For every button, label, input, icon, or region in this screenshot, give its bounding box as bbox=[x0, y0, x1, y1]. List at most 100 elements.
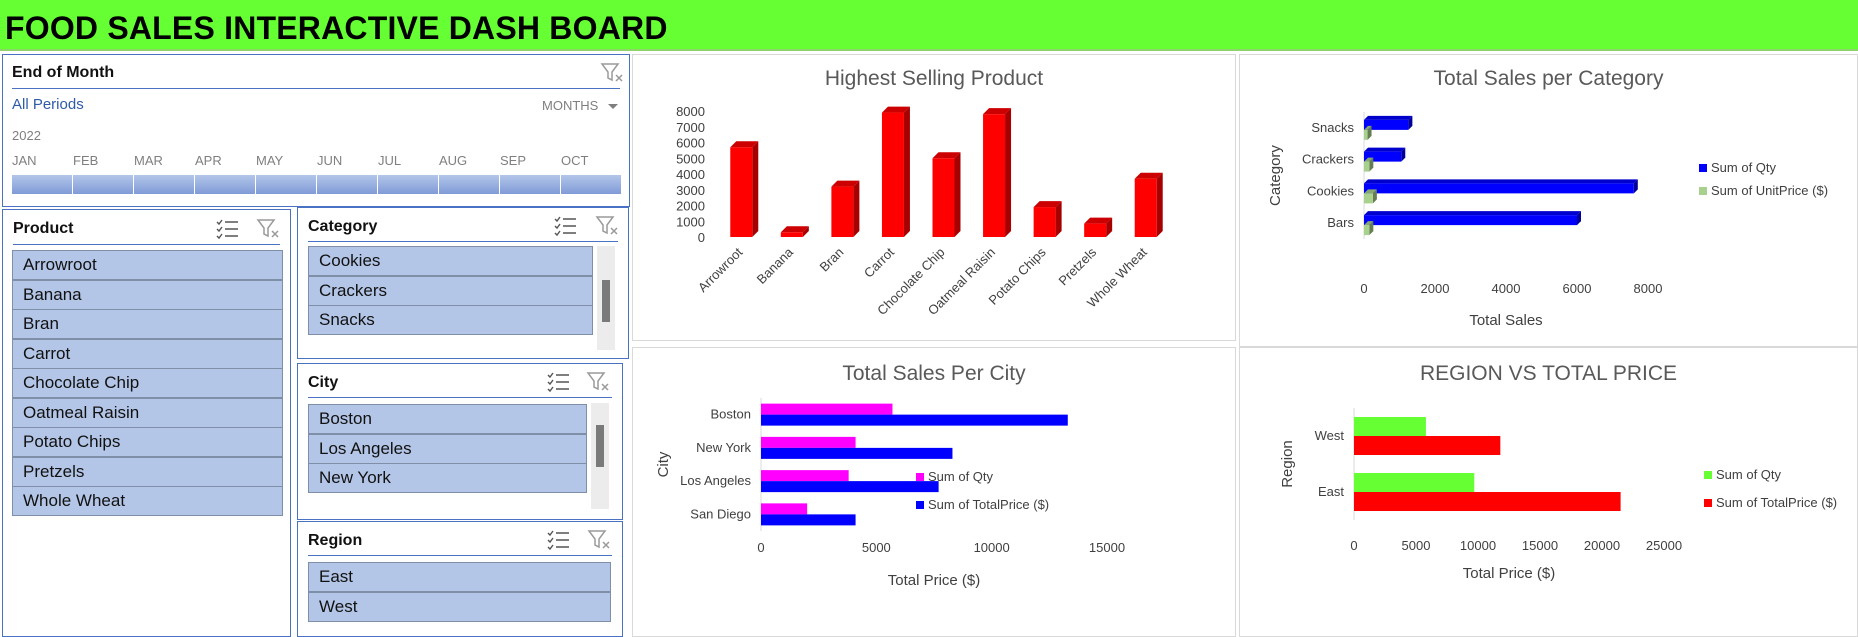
legend-swatch bbox=[1704, 471, 1712, 479]
bar-side bbox=[1633, 179, 1638, 194]
slicer-item-west[interactable]: West bbox=[308, 591, 611, 622]
bar bbox=[1354, 492, 1621, 511]
x-axis-label: Total Price ($) bbox=[888, 572, 981, 589]
city-slicer[interactable]: City Boston Los Angeles New York bbox=[297, 363, 623, 520]
legend-swatch bbox=[1699, 164, 1707, 172]
timeline-slicer[interactable]: End of Month All Periods MONTHS 2022 JAN… bbox=[2, 54, 630, 207]
clear-filter-icon[interactable] bbox=[255, 217, 281, 241]
timeline-month-cell[interactable] bbox=[134, 175, 195, 194]
legend-label: Sum of Qty bbox=[928, 469, 994, 484]
clear-filter-icon[interactable] bbox=[585, 370, 611, 394]
region-slicer[interactable]: Region East West bbox=[297, 521, 623, 637]
category-slicer-header: Category bbox=[308, 218, 378, 235]
clear-filter-icon[interactable] bbox=[594, 214, 620, 238]
slicer-item-east[interactable]: East bbox=[308, 562, 611, 592]
slicer-item-potato-chips[interactable]: Potato Chips bbox=[12, 427, 283, 457]
x-tick-label: 15000 bbox=[1089, 540, 1125, 555]
timeline-month-label[interactable]: JUL bbox=[378, 153, 402, 168]
city-scrollbar[interactable] bbox=[591, 403, 609, 509]
slicer-item-banana[interactable]: Banana bbox=[12, 279, 283, 310]
y-tick-label: West bbox=[1315, 428, 1345, 443]
y-tick-label: 0 bbox=[698, 230, 705, 245]
timeline-month-cell[interactable] bbox=[378, 175, 439, 194]
timeline-month-label[interactable]: AUG bbox=[439, 153, 468, 168]
bar bbox=[761, 481, 939, 493]
bar-side bbox=[752, 141, 759, 237]
timeline-selection[interactable]: All Periods bbox=[12, 96, 84, 113]
timeline-month-label[interactable]: JAN bbox=[12, 153, 37, 168]
multi-select-icon[interactable] bbox=[553, 214, 579, 238]
slicer-item-chocolate-chip[interactable]: Chocolate Chip bbox=[12, 368, 283, 398]
category-slicer[interactable]: Category Cookies Crackers Snacks bbox=[297, 207, 629, 359]
timeline-month-cell[interactable] bbox=[12, 175, 73, 194]
x-tick-label: Banana bbox=[754, 244, 797, 287]
slicer-item-cookies[interactable]: Cookies bbox=[308, 246, 593, 276]
y-tick-label: Los Angeles bbox=[680, 473, 751, 488]
bar-top bbox=[1364, 221, 1374, 226]
y-tick-label: 4000 bbox=[676, 167, 705, 182]
slicer-item-los-angeles[interactable]: Los Angeles bbox=[308, 433, 587, 464]
bar-side bbox=[1408, 115, 1413, 130]
slicer-item-crackers[interactable]: Crackers bbox=[308, 275, 593, 306]
legend-label: Sum of TotalPrice ($) bbox=[1716, 495, 1837, 510]
timeline-level-label: MONTHS bbox=[542, 98, 599, 113]
clear-filter-icon[interactable] bbox=[599, 61, 625, 85]
bar bbox=[1084, 223, 1107, 237]
bar-top bbox=[1364, 157, 1374, 162]
timeline-month-label[interactable]: APR bbox=[195, 153, 222, 168]
bar-side bbox=[1372, 189, 1377, 204]
bar bbox=[761, 514, 856, 526]
bar bbox=[761, 403, 893, 415]
multi-select-icon[interactable] bbox=[546, 528, 572, 552]
timeline-month-cell[interactable] bbox=[195, 175, 256, 194]
category-scrollbar[interactable] bbox=[597, 246, 615, 350]
y-tick-label: East bbox=[1318, 484, 1344, 499]
category-slicer-rule bbox=[308, 241, 618, 242]
slicer-item-oatmeal-raisin[interactable]: Oatmeal Raisin bbox=[12, 397, 283, 428]
slicer-item-snacks[interactable]: Snacks bbox=[308, 305, 593, 335]
timeline-month-cell[interactable] bbox=[317, 175, 378, 194]
multi-select-icon[interactable] bbox=[215, 217, 241, 241]
y-axis-label: City bbox=[655, 451, 672, 477]
timeline-month-cell[interactable] bbox=[561, 175, 622, 194]
clear-filter-icon[interactable] bbox=[586, 528, 612, 552]
city-slicer-header: City bbox=[308, 374, 339, 391]
timeline-level[interactable]: MONTHS bbox=[542, 98, 618, 113]
timeline-month-cell[interactable] bbox=[500, 175, 561, 194]
timeline-month-label[interactable]: FEB bbox=[73, 153, 99, 168]
timeline-month-label[interactable]: MAY bbox=[256, 153, 284, 168]
slicer-item-boston[interactable]: Boston bbox=[308, 404, 587, 434]
y-tick-label: Crackers bbox=[1302, 152, 1355, 167]
timeline-month-label[interactable]: MAR bbox=[134, 153, 163, 168]
timeline-month-label[interactable]: OCT bbox=[561, 153, 589, 168]
slicer-item-new-york[interactable]: New York bbox=[308, 463, 587, 493]
legend-swatch bbox=[916, 501, 924, 509]
timeline-month-cell[interactable] bbox=[256, 175, 317, 194]
chart-highest-selling-product: Highest Selling Product 0 1000 2000 3000 400… bbox=[632, 54, 1236, 341]
timeline-months: JAN FEB MAR APR MAY JUN JUL AUG SEP OCT bbox=[12, 153, 622, 168]
bar-top bbox=[1084, 217, 1113, 224]
slicer-item-carrot[interactable]: Carrot bbox=[12, 338, 283, 369]
bar-top bbox=[1364, 179, 1638, 184]
bar bbox=[831, 186, 854, 237]
slicer-item-bran[interactable]: Bran bbox=[12, 309, 283, 339]
y-tick-label: 6000 bbox=[676, 136, 705, 151]
slicer-item-whole-wheat[interactable]: Whole Wheat bbox=[12, 486, 283, 516]
chart-total-sales-per-category-svg: 0 2000 4000 6000 8000 Bars Cookies Crackers Snac… bbox=[1267, 112, 1828, 329]
y-tick-label: Snacks bbox=[1311, 120, 1354, 135]
timeline-month-label[interactable]: SEP bbox=[500, 153, 527, 168]
timeline-month-cell[interactable] bbox=[73, 175, 134, 194]
multi-select-icon[interactable] bbox=[546, 370, 572, 394]
timeline-month-label[interactable]: JUN bbox=[317, 153, 343, 168]
slicer-item-pretzels[interactable]: Pretzels bbox=[12, 456, 283, 487]
city-scroll-thumb[interactable] bbox=[596, 425, 604, 467]
category-scroll-thumb[interactable] bbox=[602, 280, 610, 322]
bar-side bbox=[954, 152, 961, 237]
product-slicer[interactable]: Product Arrowroot Banana Bran Carrot Chocola… bbox=[2, 209, 291, 637]
x-tick-label: 6000 bbox=[1563, 281, 1592, 296]
timeline-month-cell[interactable] bbox=[439, 175, 500, 194]
bar bbox=[881, 112, 904, 237]
slicer-item-arrowroot[interactable]: Arrowroot bbox=[12, 250, 283, 280]
bar-side bbox=[903, 106, 910, 237]
timeline-period-bar[interactable] bbox=[12, 175, 622, 194]
